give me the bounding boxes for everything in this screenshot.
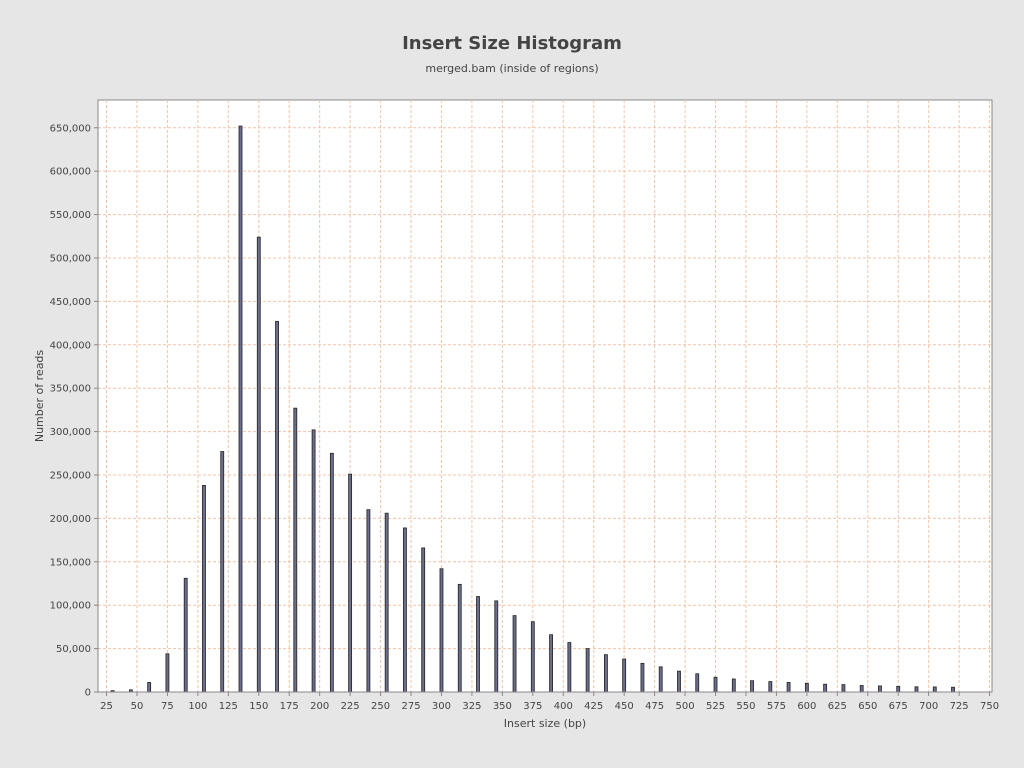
histogram-bar: [914, 686, 919, 693]
histogram-bar: [695, 673, 700, 693]
histogram-bar: [549, 634, 553, 693]
x-axis-label: Insert size (bp): [504, 717, 586, 730]
histogram-bar: [603, 654, 608, 693]
x-tick-label: 200: [310, 701, 329, 712]
x-tick-label: 375: [523, 701, 542, 712]
histogram-bar: [421, 547, 426, 693]
histogram-bar: [220, 451, 225, 693]
y-tick-label: 600,000: [50, 167, 91, 178]
y-tick-label: 350,000: [50, 384, 91, 395]
x-tick-label: 650: [858, 701, 877, 712]
x-tick-label: 150: [249, 701, 268, 712]
histogram-bar: [293, 407, 298, 693]
histogram-bar: [677, 670, 681, 693]
histogram-bar: [512, 615, 517, 693]
histogram-bar: [311, 429, 316, 693]
x-tick-label: 300: [432, 701, 451, 712]
x-tick-label: 700: [919, 701, 938, 712]
y-tick-label: 450,000: [50, 297, 91, 308]
y-tick-label: 150,000: [50, 557, 91, 568]
histogram-bar: [896, 685, 901, 693]
histogram-bar: [439, 568, 444, 693]
x-tick-label: 50: [131, 701, 144, 712]
histogram-bar: [841, 684, 846, 693]
histogram-bar: [823, 683, 828, 693]
chart-subtitle: merged.bam (inside of regions): [425, 62, 599, 75]
histogram-bar: [202, 485, 206, 693]
histogram-bar: [147, 682, 152, 693]
x-tick-label: 325: [462, 701, 481, 712]
histogram-bar: [165, 653, 170, 693]
x-tick-label: 525: [706, 701, 725, 712]
bars: [110, 125, 955, 693]
x-tick-label: 400: [554, 701, 573, 712]
histogram-bar: [329, 452, 334, 693]
x-tick-label: 500: [676, 701, 695, 712]
histogram-bar: [366, 509, 371, 693]
histogram-bar: [238, 125, 243, 693]
histogram-bar: [585, 648, 590, 693]
y-tick-label: 500,000: [50, 253, 91, 264]
histogram-bar: [275, 320, 279, 693]
x-tick-label: 675: [889, 701, 908, 712]
histogram-bar: [622, 658, 627, 693]
x-tick-label: 750: [980, 701, 999, 712]
histogram-bar: [183, 577, 188, 693]
histogram-bar: [403, 527, 407, 693]
histogram-bar: [768, 681, 773, 693]
x-tick-label: 600: [797, 701, 816, 712]
y-tick-label: 200,000: [50, 514, 91, 525]
y-axis-label: Number of reads: [33, 350, 46, 443]
histogram-bar: [457, 583, 462, 693]
y-tick-label: 100,000: [50, 601, 91, 612]
plot-area: [97, 99, 993, 693]
histogram-bar: [731, 678, 736, 693]
chart-title: Insert Size Histogram: [402, 33, 622, 54]
histogram-bar: [567, 642, 572, 693]
x-tick-label: 625: [828, 701, 847, 712]
x-tick-label: 75: [161, 701, 174, 712]
histogram-bar: [476, 596, 480, 693]
y-tick-label: 250,000: [50, 470, 91, 481]
x-tick-label: 575: [767, 701, 786, 712]
x-tick-label: 350: [493, 701, 512, 712]
histogram-bar: [786, 682, 791, 693]
histogram-bar: [859, 685, 864, 693]
x-tick-label: 25: [100, 701, 113, 712]
histogram-bar: [932, 686, 937, 693]
histogram-bar: [640, 662, 645, 693]
x-tick-label: 550: [736, 701, 755, 712]
x-tick-label: 250: [371, 701, 390, 712]
x-tick-label: 475: [645, 701, 664, 712]
x-tick-label: 425: [584, 701, 603, 712]
histogram-bar: [384, 512, 389, 693]
histogram-bar: [494, 600, 499, 693]
histogram-bar: [658, 666, 663, 693]
histogram-bar: [530, 621, 535, 693]
histogram-bar: [713, 676, 718, 693]
histogram-bar: [750, 680, 754, 693]
x-tick-label: 225: [341, 701, 360, 712]
histogram-bar: [804, 682, 809, 693]
y-tick-label: 400,000: [50, 340, 91, 351]
x-tick-label: 275: [401, 701, 420, 712]
axes: 25 50 75 100 125 150 175 200 225 250 275 300 325 350 3…: [50, 100, 999, 712]
y-tick-label: 550,000: [50, 210, 91, 221]
x-tick-label: 450: [615, 701, 634, 712]
y-tick-label: 50,000: [56, 644, 91, 655]
histogram-bar: [878, 685, 882, 693]
histogram-bar: [256, 236, 261, 693]
x-tick-label: 175: [280, 701, 299, 712]
y-tick-label: 0: [85, 688, 91, 699]
x-tick-label: 100: [188, 701, 207, 712]
y-tick-label: 300,000: [50, 427, 91, 438]
histogram-bar: [348, 473, 353, 693]
y-tick-label: 650,000: [50, 123, 91, 134]
histogram-bar: [951, 686, 955, 693]
x-tick-label: 125: [219, 701, 238, 712]
x-tick-label: 725: [950, 701, 969, 712]
